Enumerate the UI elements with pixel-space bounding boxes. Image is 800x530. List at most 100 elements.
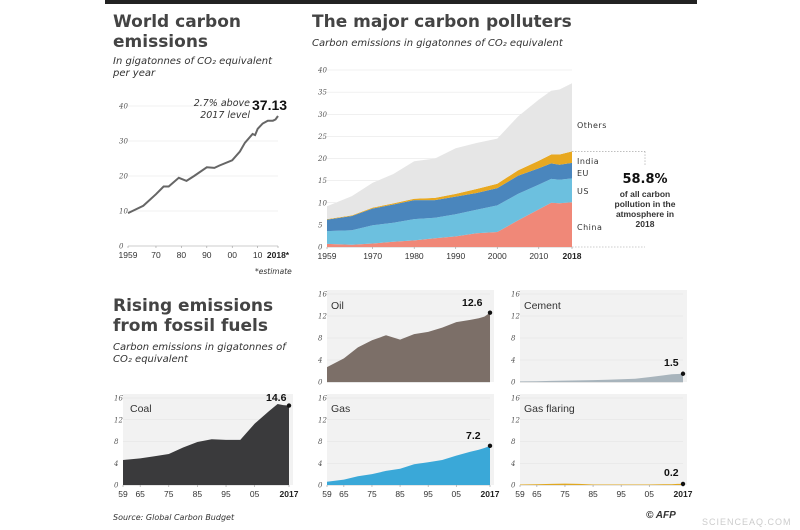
top-rule <box>105 0 697 4</box>
polluters-ytick-label: 35 <box>318 89 327 97</box>
oil-value: 12.6 <box>462 297 483 309</box>
gas-flaring-ytick-label: 8 <box>511 438 516 446</box>
gas-flaring-ytick-label: 12 <box>511 416 520 424</box>
gas-xtick-label: 05 <box>452 489 462 499</box>
world-footnote: *estimate <box>255 267 292 276</box>
oil-name: Oil <box>331 300 344 312</box>
fossil-subtitle: Carbon emissions in gigatonnes of CO₂ eq… <box>113 342 286 365</box>
cement-value: 1.5 <box>664 357 679 369</box>
polluters-xtick-label: 2010 <box>529 251 548 261</box>
gas-flaring-xtick-label: 2017 <box>674 489 693 499</box>
gas-area <box>327 445 490 485</box>
gas-xtick-label: 59 <box>322 489 332 499</box>
polluters-ytick-label: 25 <box>317 133 327 141</box>
world-xtick-label: 2018* <box>267 250 290 260</box>
gas-ytick-label: 16 <box>318 395 327 403</box>
gas-last-point <box>487 443 493 449</box>
label-india: India <box>577 157 600 166</box>
oil-ytick-label: 12 <box>318 313 327 321</box>
coal-ytick-label: 8 <box>114 438 119 446</box>
gas-flaring-xtick-label: 75 <box>560 489 570 499</box>
share-text: of all carbon pollution in the atmospher… <box>614 189 676 229</box>
oil-ytick-label: 4 <box>317 357 322 365</box>
gas-flaring-value: 0.2 <box>664 467 679 479</box>
oil-ytick-label: 0 <box>318 379 323 387</box>
coal-last-point <box>286 403 292 408</box>
coal-name: Coal <box>130 403 152 415</box>
polluters-xtick-label: 1980 <box>405 251 424 261</box>
coal-ytick-label: 12 <box>114 416 123 424</box>
world-annotation: 2.7% above 2017 level <box>193 98 250 121</box>
label-others: Others <box>577 121 607 130</box>
world-xtick-label: 00 <box>228 250 238 260</box>
area-us <box>327 178 572 245</box>
gas-xtick-label: 75 <box>367 489 377 499</box>
polluters-xtick-label: 2018 <box>563 251 582 261</box>
cement-ytick-label: 8 <box>511 335 516 343</box>
label-china: China <box>577 223 603 232</box>
cement-ytick-label: 12 <box>511 313 520 321</box>
gas-flaring-area <box>520 483 683 485</box>
coal-xtick-label: 05 <box>250 489 260 499</box>
cement-area <box>520 373 683 382</box>
gas-flaring-ytick-label: 0 <box>511 482 516 490</box>
polluters-xtick-label: 2000 <box>488 251 507 261</box>
cement-ytick-label: 4 <box>510 357 515 365</box>
gas-ytick-label: 0 <box>318 482 323 490</box>
gas-flaring-plot-background <box>520 394 687 485</box>
gas-xtick-label: 95 <box>423 489 433 499</box>
label-eu: EU <box>577 169 589 178</box>
oil-area <box>327 312 490 382</box>
coal-xtick-label: 95 <box>221 489 231 499</box>
polluters-ytick-label: 20 <box>317 155 327 163</box>
polluters-subtitle: Carbon emissions in gigatonnes of CO₂ eq… <box>312 38 563 49</box>
polluters-xtick-label: 1970 <box>363 251 382 261</box>
polluters-ytick-label: 0 <box>318 244 323 252</box>
polluters-xtick-label: 1959 <box>318 251 337 261</box>
world-ytick-label: 20 <box>118 173 128 181</box>
fossil-title: Rising emissions from fossil fuels <box>113 296 274 336</box>
world-title: World carbon emissions <box>113 12 242 52</box>
polluters-ytick-label: 30 <box>318 111 327 119</box>
coal-area <box>123 404 289 485</box>
gas-xtick-label: 85 <box>395 489 405 499</box>
cement-plot-background <box>520 290 687 382</box>
world-last-value: 37.13 <box>252 97 288 113</box>
coal-ytick-label: 4 <box>113 460 118 468</box>
gas-name: Gas <box>331 403 351 415</box>
coal-xtick-label: 2017 <box>280 489 299 499</box>
coal-xtick-label: 85 <box>193 489 203 499</box>
coal-value: 14.6 <box>266 392 287 404</box>
share-value: 58.8% <box>622 172 668 187</box>
world-xtick-label: 10 <box>253 250 263 260</box>
world-ytick-label: 10 <box>119 208 128 216</box>
gas-flaring-xtick-label: 59 <box>515 489 525 499</box>
world-xtick-label: 1959 <box>119 250 138 260</box>
world-ytick-label: 40 <box>118 103 128 111</box>
world-ytick-label: 0 <box>119 243 124 251</box>
area-eu <box>327 162 572 232</box>
oil-ytick-label: 8 <box>318 335 323 343</box>
gas-flaring-xtick-label: 95 <box>616 489 626 499</box>
gas-flaring-last-point <box>680 481 686 487</box>
gas-ytick-label: 12 <box>318 416 327 424</box>
gas-xtick-label: 2017 <box>481 489 500 499</box>
gas-flaring-ytick-label: 16 <box>511 395 520 403</box>
coal-ytick-label: 16 <box>114 395 123 403</box>
area-china <box>327 202 572 247</box>
label-us: US <box>577 187 589 196</box>
world-xtick-label: 80 <box>177 250 187 260</box>
area-others <box>327 83 572 220</box>
gas-ytick-label: 4 <box>317 460 322 468</box>
polluters-xtick-label: 1990 <box>446 251 465 261</box>
cement-last-point <box>680 371 686 376</box>
polluters-ytick-label: 5 <box>318 221 323 229</box>
polluters-ytick-label: 10 <box>318 199 327 207</box>
area-india <box>327 151 572 220</box>
cement-ytick-label: 16 <box>511 291 520 299</box>
polluters-title: The major carbon polluters <box>312 12 572 32</box>
polluters-ytick-label: 40 <box>317 67 327 75</box>
gas-flaring-xtick-label: 65 <box>532 489 542 499</box>
coal-xtick-label: 75 <box>164 489 174 499</box>
